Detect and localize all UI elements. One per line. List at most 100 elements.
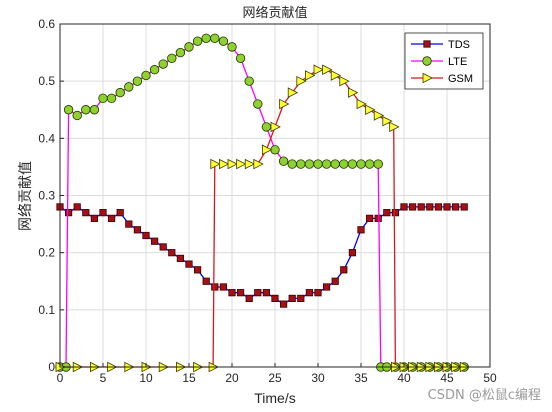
legend-marker-gsm [422, 72, 433, 84]
point-lte [287, 159, 297, 169]
point-tds [116, 209, 124, 217]
y-tick-label: 0.1 [38, 303, 55, 317]
point-tds [108, 214, 116, 222]
point-tds [279, 300, 288, 308]
x-axis-label: Time/s [254, 390, 295, 406]
point-tds [340, 266, 348, 274]
point-lte [167, 53, 177, 64]
point-gsm [244, 158, 256, 170]
y-tick-label: 0.5 [38, 74, 55, 88]
point-lte [330, 159, 340, 169]
point-gsm [382, 115, 393, 127]
point-gsm [262, 144, 273, 156]
point-gsm [348, 87, 359, 98]
x-tick-label: 10 [139, 371, 153, 385]
point-tds [348, 249, 357, 257]
point-tds [331, 277, 339, 285]
point-gsm [270, 121, 281, 133]
point-lte [278, 156, 289, 166]
point-lte [72, 110, 82, 121]
point-lte [63, 105, 74, 115]
point-lte [321, 159, 332, 169]
point-lte [339, 159, 349, 169]
y-tick-label: 0.4 [38, 131, 55, 145]
y-tick-label: 0 [48, 360, 55, 374]
point-tds [391, 209, 400, 217]
point-lte [158, 59, 168, 69]
point-lte [124, 82, 134, 92]
point-tds [288, 294, 296, 303]
point-tds [228, 289, 236, 297]
point-lte [192, 36, 203, 46]
point-lte [89, 105, 100, 115]
x-tick-label: 35 [354, 371, 368, 385]
point-lte [149, 65, 160, 75]
legend-marker-lte [422, 56, 432, 66]
point-tds [142, 231, 150, 240]
point-tds [99, 209, 107, 217]
point-tds [125, 220, 133, 228]
point-lte [115, 87, 125, 98]
point-lte [132, 76, 143, 86]
point-tds [219, 283, 227, 291]
point-tds [211, 283, 219, 291]
point-tds [383, 209, 391, 217]
legend-label-gsm: GSM [448, 73, 473, 85]
point-tds [271, 294, 279, 303]
point-tds [297, 294, 305, 303]
point-gsm [305, 70, 316, 81]
point-lte [210, 33, 220, 43]
point-tds [185, 260, 193, 268]
point-gsm [356, 98, 367, 110]
point-tds [159, 243, 167, 251]
point-tds [374, 214, 382, 222]
ticks: 0 5 10 15 20 25 30 35 40 45 50 0 0.1 0.2 0.3 0.4 0.5 0.6 [38, 17, 497, 385]
x-tick-label: 40 [397, 371, 411, 385]
point-gsm [236, 158, 247, 170]
point-tds [150, 237, 159, 245]
point-tds [365, 214, 374, 222]
point-tds [314, 289, 322, 297]
point-tds [245, 294, 253, 303]
point-tds [357, 226, 365, 234]
chart-title: 网络贡献值 [242, 5, 307, 21]
point-tds [262, 289, 271, 297]
point-gsm [296, 75, 307, 87]
point-tds [236, 289, 245, 297]
point-lte [218, 36, 229, 46]
point-gsm [339, 75, 350, 87]
point-tds [65, 209, 73, 217]
point-tds [202, 277, 210, 285]
x-tick-label: 30 [311, 371, 325, 385]
point-gsm [389, 121, 400, 133]
point-tds [408, 203, 417, 211]
point-lte [253, 99, 263, 109]
point-tds [460, 203, 468, 211]
point-gsm [322, 64, 333, 75]
x-tick-label: 5 [100, 371, 107, 385]
point-gsm [287, 87, 299, 98]
point-lte [141, 70, 151, 81]
point-tds [82, 209, 90, 217]
point-lte [244, 76, 254, 86]
y-tick-label: 0.3 [38, 189, 55, 203]
point-tds [400, 203, 408, 211]
point-tds [434, 203, 443, 211]
point-gsm [253, 158, 264, 170]
point-lte [261, 122, 272, 132]
point-lte [235, 53, 246, 64]
point-lte [201, 33, 211, 43]
point-lte [227, 42, 237, 52]
point-tds [322, 283, 331, 291]
point-tds [73, 203, 81, 211]
point-gsm [313, 64, 324, 75]
point-tds [133, 226, 141, 234]
point-lte [313, 159, 323, 169]
point-gsm [219, 158, 230, 170]
point-tds [426, 203, 434, 211]
x-tick-label: 25 [268, 371, 282, 385]
point-tds [443, 203, 451, 211]
point-tds [305, 289, 314, 297]
point-lte [304, 159, 315, 169]
